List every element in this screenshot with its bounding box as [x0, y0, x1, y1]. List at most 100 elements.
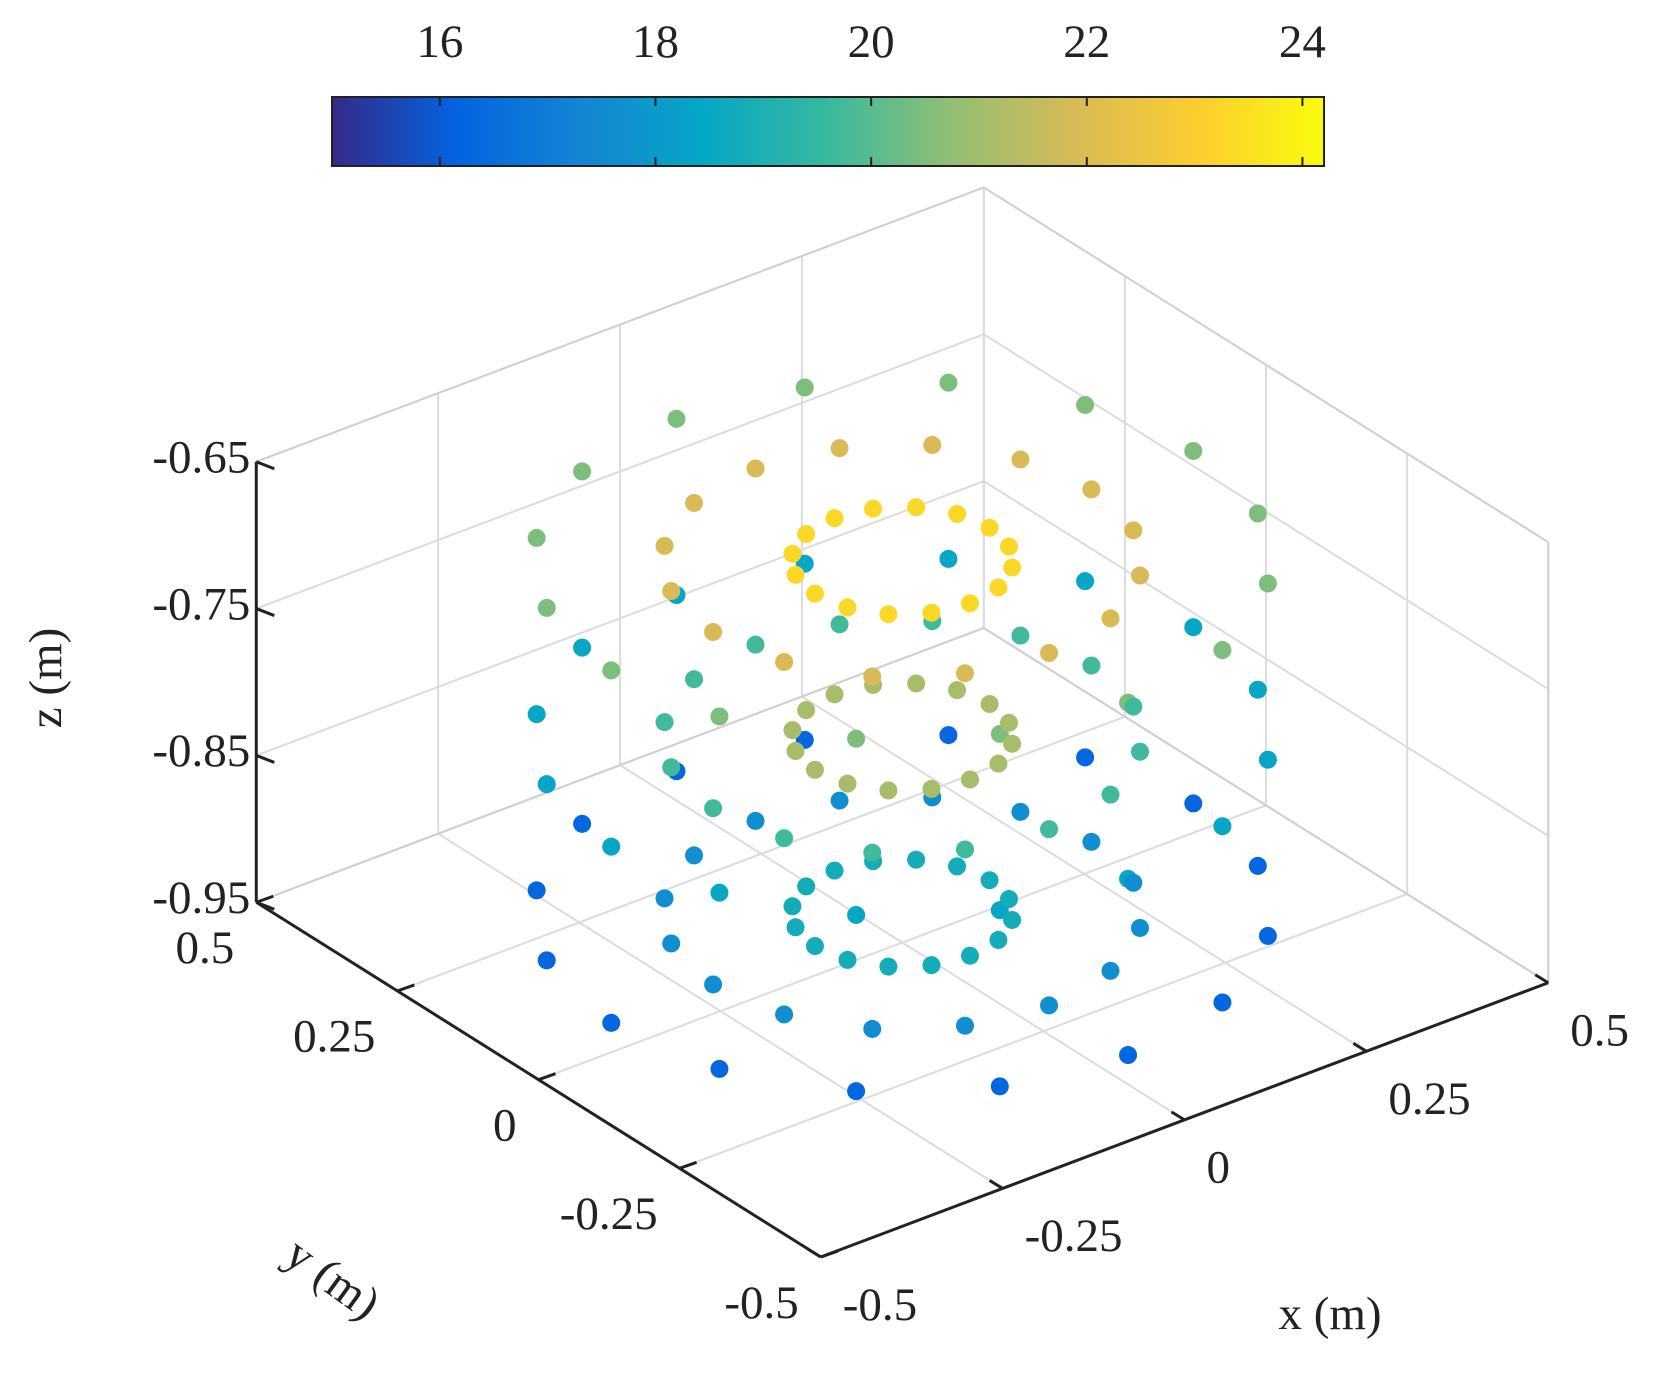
y-tick	[679, 1160, 698, 1170]
point	[783, 544, 802, 563]
box-edge	[983, 186, 1549, 544]
point	[1248, 856, 1267, 875]
y-tick	[255, 894, 274, 904]
grid-line	[538, 804, 1267, 1081]
point	[1101, 961, 1120, 980]
point	[805, 584, 824, 603]
point	[783, 721, 802, 740]
colorbar-tick-label: 20	[848, 16, 895, 68]
point	[1124, 521, 1143, 540]
point	[786, 918, 805, 937]
point	[830, 615, 849, 634]
point	[830, 439, 849, 458]
point	[1130, 918, 1149, 937]
z-tick	[255, 460, 275, 471]
point	[1130, 566, 1149, 585]
y-tick-label: 0	[493, 1099, 517, 1151]
point	[980, 518, 999, 537]
point	[922, 779, 941, 798]
point	[838, 774, 857, 793]
point	[825, 685, 844, 704]
x-tick-label: 0	[1206, 1142, 1230, 1194]
point	[786, 565, 805, 584]
point	[863, 667, 882, 686]
point	[775, 1005, 794, 1024]
point	[922, 956, 941, 975]
point	[907, 850, 926, 869]
point	[1011, 802, 1030, 821]
point	[838, 598, 857, 617]
point	[662, 758, 681, 777]
box-edge	[255, 627, 985, 904]
point	[573, 814, 592, 833]
point	[704, 623, 723, 642]
point	[1184, 794, 1203, 813]
point	[948, 504, 967, 523]
x-tick-label: -0.5	[843, 1279, 917, 1331]
grid-line	[679, 893, 1408, 1170]
point	[1082, 480, 1101, 499]
point	[1213, 817, 1232, 836]
y-tick	[396, 983, 415, 993]
point	[1040, 643, 1059, 662]
point	[805, 937, 824, 956]
point	[527, 881, 546, 900]
point	[797, 524, 816, 543]
point	[527, 705, 546, 724]
point	[879, 605, 898, 624]
y-tick	[538, 1072, 557, 1082]
point	[1258, 926, 1277, 945]
colorbar-tick-label: 16	[416, 16, 463, 68]
grid-line	[255, 333, 985, 610]
point	[602, 661, 621, 680]
point	[1130, 742, 1149, 761]
point	[990, 1077, 1009, 1096]
point	[1040, 996, 1059, 1015]
point	[825, 861, 844, 880]
point	[710, 1059, 729, 1078]
point	[999, 890, 1018, 909]
point	[1003, 734, 1022, 753]
point	[573, 462, 592, 481]
point	[825, 509, 844, 528]
point	[1184, 618, 1203, 637]
point	[783, 897, 802, 916]
point	[961, 770, 980, 789]
box-edge	[255, 186, 985, 463]
point	[662, 934, 681, 953]
point	[746, 635, 765, 654]
y-axis	[255, 900, 822, 1259]
z-tick-label: -0.65	[152, 432, 250, 484]
point	[1184, 441, 1203, 460]
point	[655, 536, 674, 555]
point	[980, 695, 999, 714]
z-tick	[255, 607, 275, 617]
point	[879, 957, 898, 976]
point	[980, 871, 999, 890]
point	[655, 889, 674, 908]
point	[1101, 785, 1120, 804]
point	[1040, 820, 1059, 839]
point	[923, 435, 942, 454]
point	[797, 877, 816, 896]
point	[999, 713, 1018, 732]
point	[907, 498, 926, 517]
z-tick	[255, 754, 275, 764]
point	[922, 603, 941, 622]
x-tick-label: 0.25	[1388, 1073, 1470, 1125]
grid-line	[255, 480, 985, 757]
point	[1011, 450, 1030, 469]
x-tick	[806, 1247, 822, 1259]
point	[1076, 572, 1095, 591]
z-tick-label: -0.95	[152, 872, 250, 924]
point	[746, 459, 765, 478]
point	[1082, 656, 1101, 675]
point	[1082, 832, 1101, 851]
x-tick	[988, 1179, 1004, 1190]
point	[907, 674, 926, 693]
point	[864, 499, 883, 518]
point	[537, 775, 556, 794]
point	[1011, 626, 1030, 645]
y-axis-label: y (m)	[275, 1227, 389, 1330]
